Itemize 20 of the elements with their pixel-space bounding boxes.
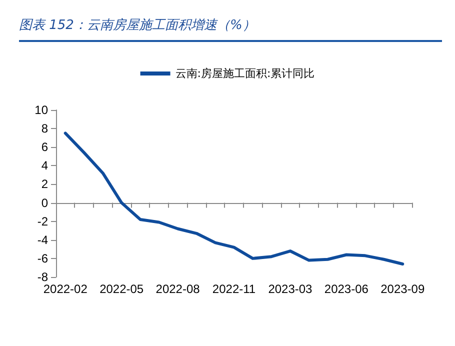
x-tick-label: 2022-05 [100, 282, 144, 296]
y-tick-label: 10 [34, 103, 48, 117]
x-tick-label: 2023-09 [380, 282, 425, 296]
y-tick-label: 4 [41, 158, 48, 173]
x-tick-label: 2022-02 [43, 282, 88, 296]
y-tick-label: -2 [37, 214, 48, 228]
line-series [64, 132, 404, 266]
chart-title: 图表 152：云南房屋施工面积增速（%） [19, 16, 442, 42]
y-tick-label: -8 [37, 270, 48, 284]
y-tick-label: 8 [41, 122, 48, 136]
legend-label: 云南:房屋施工面积:累计同比 [175, 67, 315, 80]
x-tick-label: 2022-08 [156, 282, 200, 296]
x-tick-label: 2022-11 [212, 282, 256, 296]
x-tick-label: 2023-03 [268, 282, 313, 296]
y-tick-label: -4 [37, 232, 48, 247]
y-tick-label: 6 [41, 140, 48, 154]
y-tick-label: 2 [41, 177, 48, 192]
y-tick-label: -6 [37, 251, 48, 266]
x-tick-label: 2023-06 [324, 282, 369, 296]
y-tick-label: 0 [41, 196, 48, 210]
